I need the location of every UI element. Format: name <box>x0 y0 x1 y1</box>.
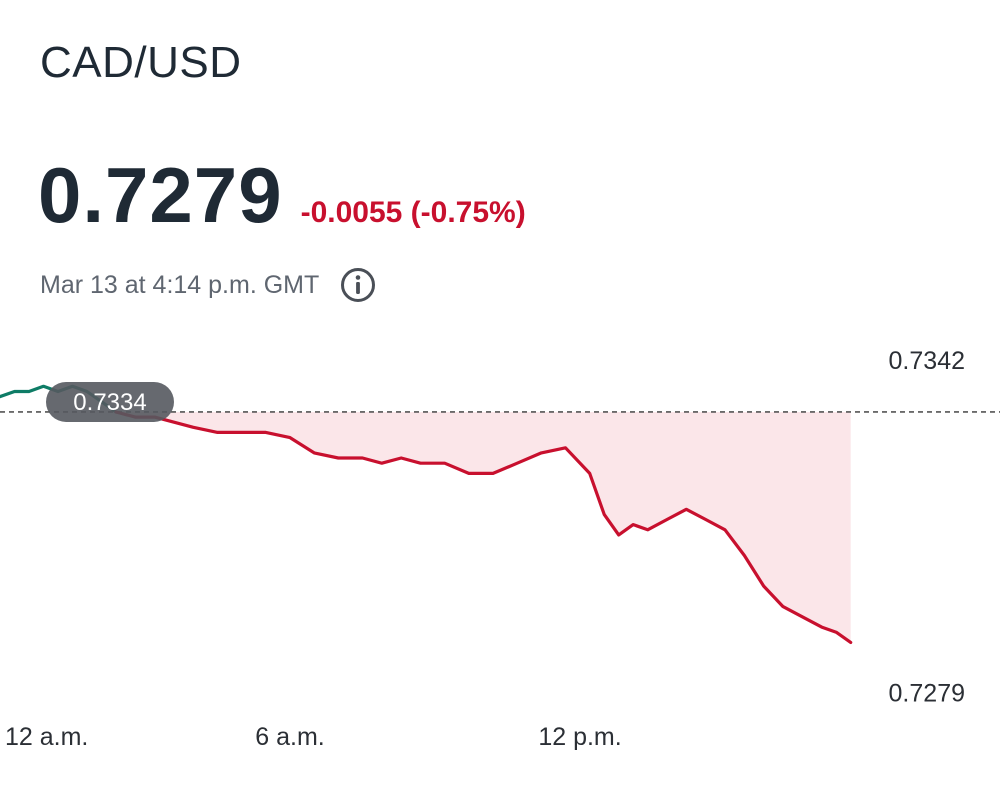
x-tick-label: 12 p.m. <box>538 723 621 750</box>
price-change: -0.0055 (-0.75%) <box>300 196 526 229</box>
y-label: 0.7342 <box>889 347 965 375</box>
previous-close-label: 0.7334 <box>73 389 146 416</box>
x-tick-label: 6 a.m. <box>255 723 324 750</box>
timestamp-row: Mar 13 at 4:14 p.m. GMT <box>40 266 377 304</box>
timestamp: Mar 13 at 4:14 p.m. GMT <box>40 270 320 299</box>
series-line-down <box>114 410 853 644</box>
current-price: 0.7279 <box>38 151 283 239</box>
price-chart: 0.7334 0.7342 0.7279 12 a.m. 6 a.m. 12 p.m. <box>0 347 1000 750</box>
pair-title: CAD/USD <box>40 38 242 87</box>
down-area-fill <box>116 411 851 643</box>
previous-close-pill <box>46 381 174 422</box>
y-label: 0.7279 <box>889 680 965 708</box>
price-row: 0.7279 -0.0055 (-0.75%) <box>38 150 526 241</box>
info-circle-icon[interactable] <box>339 266 377 304</box>
x-tick-label: 12 a.m. <box>5 723 88 750</box>
